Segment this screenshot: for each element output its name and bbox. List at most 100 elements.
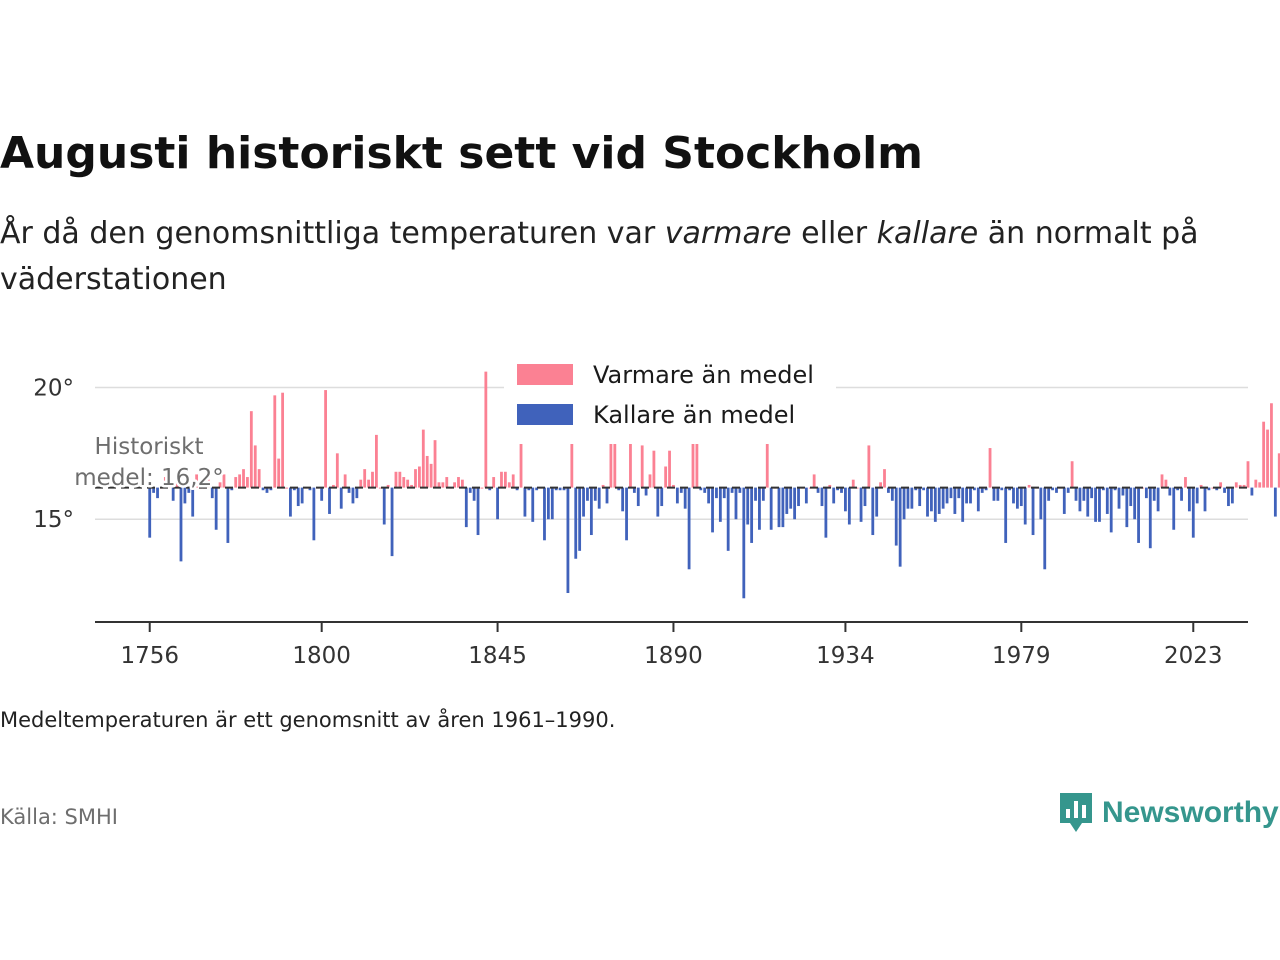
bar-cold bbox=[496, 487, 499, 520]
bar-warm bbox=[851, 479, 855, 488]
bar-cold bbox=[992, 487, 996, 501]
bar-cold bbox=[789, 487, 793, 509]
bar-cold bbox=[562, 487, 566, 491]
chart-subtitle: År då den genomsnittliga temperaturen va… bbox=[0, 211, 1240, 303]
bar-cold bbox=[1121, 487, 1125, 496]
bar-cold bbox=[953, 487, 957, 514]
bar-warm bbox=[828, 484, 832, 488]
bar-cold bbox=[320, 487, 324, 501]
bar-warm bbox=[1270, 403, 1273, 488]
bar-cold bbox=[1172, 487, 1176, 530]
bar-warm bbox=[206, 479, 210, 488]
bar-cold bbox=[832, 487, 836, 504]
bar-warm bbox=[668, 450, 671, 488]
bar-cold bbox=[906, 487, 910, 509]
bar-warm bbox=[613, 421, 617, 488]
bar-cold bbox=[844, 487, 847, 512]
x-tick-label: 1890 bbox=[644, 643, 703, 669]
bar-warm bbox=[855, 487, 859, 489]
bar-cold bbox=[926, 487, 929, 517]
bar-cold bbox=[683, 487, 687, 509]
bar-warm bbox=[257, 469, 261, 488]
bar-cold bbox=[726, 487, 730, 551]
bar-cold bbox=[820, 487, 824, 507]
bar-cold bbox=[769, 487, 773, 530]
bar-cold bbox=[675, 487, 679, 504]
bar-cold bbox=[933, 487, 937, 522]
bar-cold bbox=[816, 487, 820, 493]
x-tick-label: 1756 bbox=[120, 643, 179, 669]
mean-label-line-1: Historiskt bbox=[95, 434, 204, 460]
bar-warm bbox=[1219, 482, 1223, 488]
bar-warm bbox=[1258, 482, 1262, 488]
bar-cold bbox=[355, 487, 359, 499]
bar-warm bbox=[433, 440, 437, 488]
bar-cold bbox=[597, 487, 601, 509]
bar-cold bbox=[1039, 487, 1043, 520]
bar-cold bbox=[687, 487, 691, 570]
bar-cold bbox=[1078, 487, 1082, 512]
subtitle-part-2: eller bbox=[791, 216, 877, 251]
bar-warm bbox=[386, 484, 390, 488]
legend-warm-swatch bbox=[517, 364, 573, 385]
bar-cold bbox=[464, 487, 468, 528]
bar-cold bbox=[148, 487, 152, 538]
y-tick-label: 20° bbox=[33, 375, 74, 401]
bar-cold bbox=[468, 487, 472, 493]
bar-cold bbox=[351, 487, 355, 504]
bar-warm bbox=[418, 466, 421, 488]
bar-warm bbox=[429, 463, 433, 488]
bar-cold bbox=[214, 487, 218, 530]
bar-cold bbox=[183, 487, 187, 504]
bar-warm bbox=[398, 471, 402, 488]
bar-cold bbox=[339, 487, 343, 509]
x-tick-label: 2023 bbox=[1164, 643, 1223, 669]
bar-warm bbox=[664, 466, 668, 488]
bar-cold bbox=[965, 487, 968, 504]
bar-cold bbox=[711, 487, 714, 533]
bar-cold bbox=[1000, 487, 1004, 491]
bar-cold bbox=[996, 487, 1000, 501]
bar-cold bbox=[969, 487, 972, 504]
bar-cold bbox=[859, 487, 863, 522]
bar-warm bbox=[359, 479, 363, 488]
bar-warm bbox=[1266, 429, 1269, 488]
bar-warm bbox=[445, 477, 449, 488]
bar-cold bbox=[187, 487, 191, 493]
bar-cold bbox=[660, 487, 664, 507]
bar-cold bbox=[887, 487, 890, 493]
bar-warm bbox=[281, 392, 285, 488]
bar-warm bbox=[480, 487, 484, 489]
bar-cold bbox=[1203, 487, 1207, 512]
bar-warm bbox=[457, 477, 460, 488]
bar-cold bbox=[1250, 487, 1254, 496]
bar-cold bbox=[734, 487, 738, 520]
bar-cold bbox=[210, 487, 214, 499]
bar-warm bbox=[570, 400, 574, 488]
bar-warm bbox=[249, 411, 253, 488]
bar-cold bbox=[1082, 487, 1086, 501]
bar-warm bbox=[167, 466, 171, 488]
bar-cold bbox=[863, 487, 867, 507]
chart-title: Augusti historiskt sett vid Stockholm bbox=[0, 128, 924, 179]
bar-cold bbox=[718, 487, 722, 522]
bar-cold bbox=[1152, 487, 1156, 501]
bar-warm bbox=[238, 474, 242, 488]
bar-warm bbox=[609, 421, 613, 488]
newsworthy-brand[interactable]: Newsworthy bbox=[1058, 790, 1279, 836]
bar-cold bbox=[722, 487, 726, 499]
bar-cold bbox=[1101, 487, 1105, 491]
legend: Varmare än medel Kallare än medel bbox=[504, 352, 836, 444]
bar-warm bbox=[1234, 482, 1238, 488]
bar-warm bbox=[441, 482, 445, 488]
bar-cold bbox=[656, 487, 660, 517]
bar-warm bbox=[246, 477, 249, 488]
bar-cold bbox=[531, 487, 535, 522]
bar-warm bbox=[277, 458, 281, 488]
bar-cold bbox=[922, 487, 925, 491]
bar-cold bbox=[984, 487, 988, 491]
bar-cold bbox=[1223, 487, 1226, 493]
bar-warm bbox=[511, 474, 515, 488]
bar-cold bbox=[1215, 487, 1219, 491]
bar-warm bbox=[1160, 474, 1164, 488]
